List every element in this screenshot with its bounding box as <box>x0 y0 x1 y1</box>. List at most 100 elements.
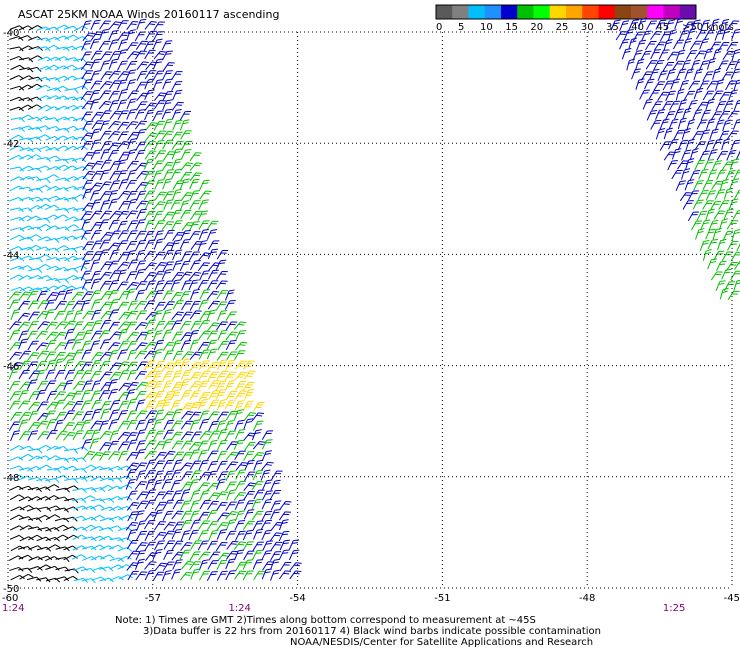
wind-barb <box>126 51 140 60</box>
wind-barb <box>44 44 60 51</box>
wind-barb <box>90 535 106 541</box>
wind-barb <box>278 549 290 560</box>
wind-barb <box>714 189 726 200</box>
wind-barb <box>626 58 636 71</box>
wind-barb <box>712 48 722 60</box>
wind-barb <box>171 108 182 120</box>
wind-barb <box>252 440 266 450</box>
wind-barb <box>46 278 61 284</box>
wind-barb <box>28 410 39 421</box>
lat-tick-label: -44 <box>3 250 19 261</box>
wind-barb <box>144 570 156 581</box>
wind-barb <box>197 279 209 290</box>
wind-barb <box>46 77 61 83</box>
wind-barb <box>699 38 710 50</box>
wind-barb <box>663 127 673 140</box>
wind-barb <box>171 209 182 220</box>
wind-barb <box>18 554 33 560</box>
wind-barb <box>64 224 79 231</box>
wind-barb <box>109 230 121 240</box>
wind-barb <box>702 249 712 261</box>
wind-barb <box>730 68 740 80</box>
time-label: 1:24 <box>228 603 250 614</box>
wind-barb <box>180 358 191 370</box>
note-line-1: Note: 1) Times are GMT 2)Times along bot… <box>115 615 536 626</box>
wind-barb <box>54 197 70 202</box>
wind-barb <box>152 210 164 222</box>
wind-barb <box>640 50 652 61</box>
colorbar-segment <box>484 5 502 19</box>
wind-barb <box>252 549 263 560</box>
wind-barb <box>172 451 184 461</box>
wind-barb <box>19 176 35 181</box>
wind-barb <box>702 200 714 210</box>
wind-barb <box>109 170 121 181</box>
wind-barb <box>253 528 264 540</box>
wind-barb <box>252 541 264 552</box>
wind-barb <box>162 211 175 221</box>
wind-barb <box>198 252 211 261</box>
wind-barb <box>9 494 25 501</box>
wind-barb <box>44 117 60 123</box>
wind-barb <box>628 37 638 50</box>
wind-barb <box>700 19 711 31</box>
wind-barb <box>153 509 164 521</box>
wind-barb <box>144 21 157 30</box>
wind-barb <box>26 352 40 362</box>
wind-barb <box>117 301 129 312</box>
wind-barb <box>189 499 200 511</box>
wind-barb <box>144 102 157 112</box>
wind-barb <box>189 390 201 400</box>
wind-barb <box>109 180 121 191</box>
wind-barb <box>162 470 174 481</box>
wind-barb <box>693 87 704 100</box>
wind-barb <box>91 399 102 410</box>
wind-barb <box>161 131 174 140</box>
wind-barb <box>54 266 69 272</box>
wind-barb <box>81 505 97 511</box>
wind-barb <box>699 150 710 161</box>
wind-barb <box>10 411 22 421</box>
wind-barb <box>44 309 56 320</box>
wind-barb <box>54 475 69 480</box>
wind-barb <box>99 199 111 211</box>
wind-barb <box>206 348 218 360</box>
wind-barb <box>260 469 271 481</box>
wind-barb <box>54 56 70 61</box>
wind-barb <box>35 389 47 401</box>
wind-barb <box>18 516 34 521</box>
wind-barb <box>225 530 237 541</box>
wind-barb <box>162 341 175 352</box>
wind-barb <box>162 380 174 391</box>
wind-barb <box>224 420 235 431</box>
wind-barb <box>235 469 246 480</box>
colorbar-segment <box>582 5 599 19</box>
wind-barb <box>726 220 739 230</box>
wind-barb <box>727 20 740 30</box>
wind-barb <box>732 210 740 220</box>
wind-barb <box>659 118 670 130</box>
wind-barb <box>171 568 182 580</box>
wind-barb <box>143 250 156 260</box>
wind-barb <box>107 342 121 351</box>
wind-barb <box>189 380 202 390</box>
wind-barb <box>671 148 682 160</box>
wind-barb <box>181 351 195 360</box>
wind-barb <box>288 539 300 550</box>
wind-barb <box>705 118 716 130</box>
wind-barb <box>82 430 94 440</box>
wind-barb <box>89 189 101 201</box>
wind-barb <box>189 300 201 311</box>
wind-barb <box>207 300 220 310</box>
wind-barb <box>26 576 42 582</box>
wind-barb <box>36 486 51 491</box>
wind-barb <box>215 389 227 400</box>
wind-barb <box>46 95 61 100</box>
wind-barb <box>53 351 66 362</box>
wind-barb <box>217 512 230 522</box>
wind-barb <box>144 530 156 542</box>
wind-barb <box>621 48 632 60</box>
wind-barb <box>19 154 34 160</box>
wind-barb <box>54 300 67 310</box>
wind-barb <box>82 451 96 460</box>
